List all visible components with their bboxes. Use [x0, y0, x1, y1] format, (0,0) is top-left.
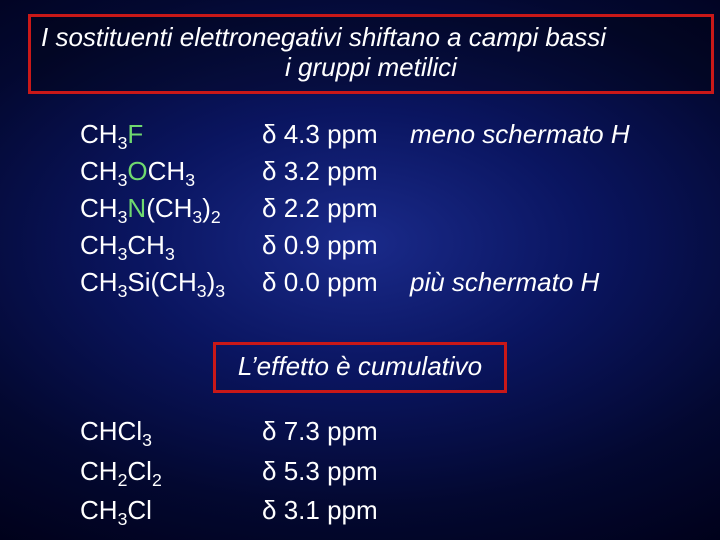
shielding-note: meno schermato H: [410, 116, 630, 153]
chemical-shift: δ 7.3 ppm: [262, 412, 410, 452]
table-row: CHCl3δ 7.3 ppm: [80, 412, 410, 452]
title-line2: i gruppi metilici: [41, 53, 701, 83]
chemical-shift: δ 2.2 ppm: [262, 190, 410, 227]
chemical-shift: δ 5.3 ppm: [262, 452, 410, 492]
shielding-note: più schermato H: [410, 264, 599, 301]
compound-formula: CHCl3: [80, 412, 262, 452]
table-row: CH3Si(CH3)3δ 0.0 ppmpiù schermato H: [80, 264, 630, 301]
chemical-shift: δ 4.3 ppm: [262, 116, 410, 153]
subtitle-box: L’effetto è cumulativo: [213, 342, 507, 393]
compound-formula: CH2Cl2: [80, 452, 262, 492]
compound-formula: CH3CH3: [80, 227, 262, 264]
title-line1: I sostituenti elettronegativi shiftano a…: [41, 22, 606, 52]
table-row: CH3Fδ 4.3 ppmmeno schermato H: [80, 116, 630, 153]
table-row: CH3CH3δ 0.9 ppm: [80, 227, 630, 264]
chemical-shift: δ 3.1 ppm: [262, 491, 410, 531]
compound-formula: CH3Cl: [80, 491, 262, 531]
table-row: CH3Clδ 3.1 ppm: [80, 491, 410, 531]
table-row: CH3OCH3δ 3.2 ppm: [80, 153, 630, 190]
chemical-shift: δ 3.2 ppm: [262, 153, 410, 190]
compound-formula: CH3N(CH3)2: [80, 190, 262, 227]
chemical-shift: δ 0.9 ppm: [262, 227, 410, 264]
compound-formula: CH3F: [80, 116, 262, 153]
table-electronegative-substituents: CH3Fδ 4.3 ppmmeno schermato HCH3OCH3δ 3.…: [80, 116, 630, 301]
compound-formula: CH3OCH3: [80, 153, 262, 190]
chemical-shift: δ 0.0 ppm: [262, 264, 410, 301]
subtitle-container: L’effetto è cumulativo: [0, 342, 720, 393]
title-box: I sostituenti elettronegativi shiftano a…: [28, 14, 714, 94]
table-row: CH2Cl2δ 5.3 ppm: [80, 452, 410, 492]
table-row: CH3N(CH3)2δ 2.2 ppm: [80, 190, 630, 227]
compound-formula: CH3Si(CH3)3: [80, 264, 262, 301]
table-cumulative-effect: CHCl3δ 7.3 ppmCH2Cl2δ 5.3 ppmCH3Clδ 3.1 …: [80, 412, 410, 531]
